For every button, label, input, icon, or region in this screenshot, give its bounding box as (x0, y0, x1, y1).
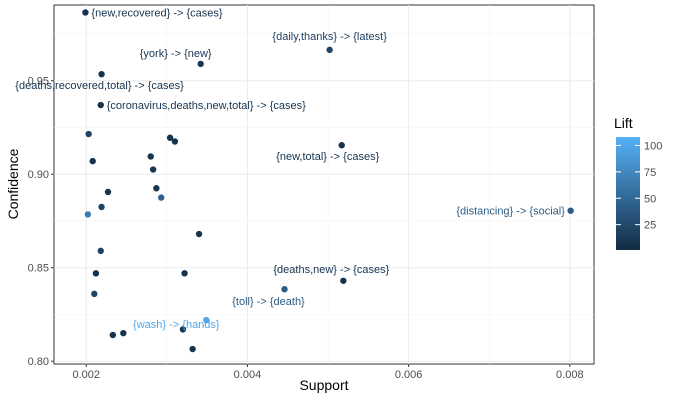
lift-legend: Lift 25 50 75 100 (614, 115, 662, 250)
legend-tick-label: 25 (644, 220, 656, 232)
data-point (97, 247, 104, 255)
x-tick-label: 0.006 (395, 369, 423, 381)
y-tick-label: 0.90 (28, 169, 49, 181)
point-label: {deaths,new} -> {cases} (273, 264, 389, 276)
data-point (91, 290, 98, 298)
data-point (92, 270, 100, 277)
data-point (567, 207, 574, 214)
point-label: {york} -> {new} (140, 48, 212, 60)
y-tick-label: 0.80 (28, 356, 49, 368)
legend-tick-label: 100 (644, 140, 662, 152)
data-point (149, 166, 157, 173)
point-label: {coronavirus,deaths,new,total} -> {cases… (107, 100, 306, 112)
data-point (157, 194, 165, 201)
x-axis: 0.002 0.004 0.006 0.008 (72, 364, 584, 381)
data-point (171, 138, 179, 145)
legend-tick-label: 75 (644, 167, 656, 179)
data-point (203, 316, 210, 324)
data-point (82, 9, 89, 16)
data-point (326, 46, 333, 54)
data-point (147, 153, 154, 160)
x-tick-label: 0.002 (72, 369, 100, 381)
point-label: {new,total} -> {cases} (276, 151, 379, 163)
data-point (181, 270, 188, 277)
point-label: {daily,thanks} -> {latest} (272, 31, 387, 43)
y-axis-title: Confidence (5, 148, 21, 219)
data-point (195, 230, 203, 238)
data-point (89, 157, 96, 165)
data-points (82, 9, 574, 353)
point-label: {new,recovered} -> {cases} (91, 7, 222, 19)
data-point (340, 277, 347, 284)
point-label: {toll} -> {death} (232, 296, 305, 308)
data-point (338, 142, 345, 149)
point-label: {distancing} -> {social} (456, 206, 565, 218)
data-point (85, 130, 92, 138)
plot-panel (53, 4, 595, 365)
data-point (153, 185, 160, 192)
point-label: {wash} -> {hands} (133, 319, 220, 331)
data-point (98, 203, 105, 211)
data-point (281, 286, 288, 293)
data-point (109, 331, 117, 339)
data-point (97, 101, 104, 109)
data-point (189, 345, 196, 353)
data-point (120, 329, 127, 337)
data-point (197, 60, 204, 68)
x-tick-label: 0.008 (556, 369, 584, 381)
y-tick-label: 0.85 (28, 263, 49, 275)
data-point (98, 70, 105, 78)
grid-lines (54, 5, 594, 364)
legend-tick-label: 50 (644, 193, 656, 205)
y-axis: 0.80 0.85 0.90 0.95 (28, 76, 54, 368)
x-axis-title: Support (299, 377, 348, 393)
point-label: {deaths,recovered,total} -> {cases} (15, 80, 184, 92)
data-point (179, 326, 187, 333)
data-point (84, 211, 92, 218)
data-point (104, 188, 112, 196)
legend-colorbar (616, 137, 640, 250)
plot-panel-border (53, 4, 595, 365)
x-tick-label: 0.004 (234, 369, 262, 381)
legend-ticks: 25 50 75 100 (616, 140, 662, 232)
point-labels: {new,recovered} -> {cases} {daily,thanks}… (15, 7, 565, 331)
legend-title: Lift (614, 115, 633, 131)
data-point (166, 134, 174, 141)
y-tick-label: 0.95 (28, 76, 49, 88)
